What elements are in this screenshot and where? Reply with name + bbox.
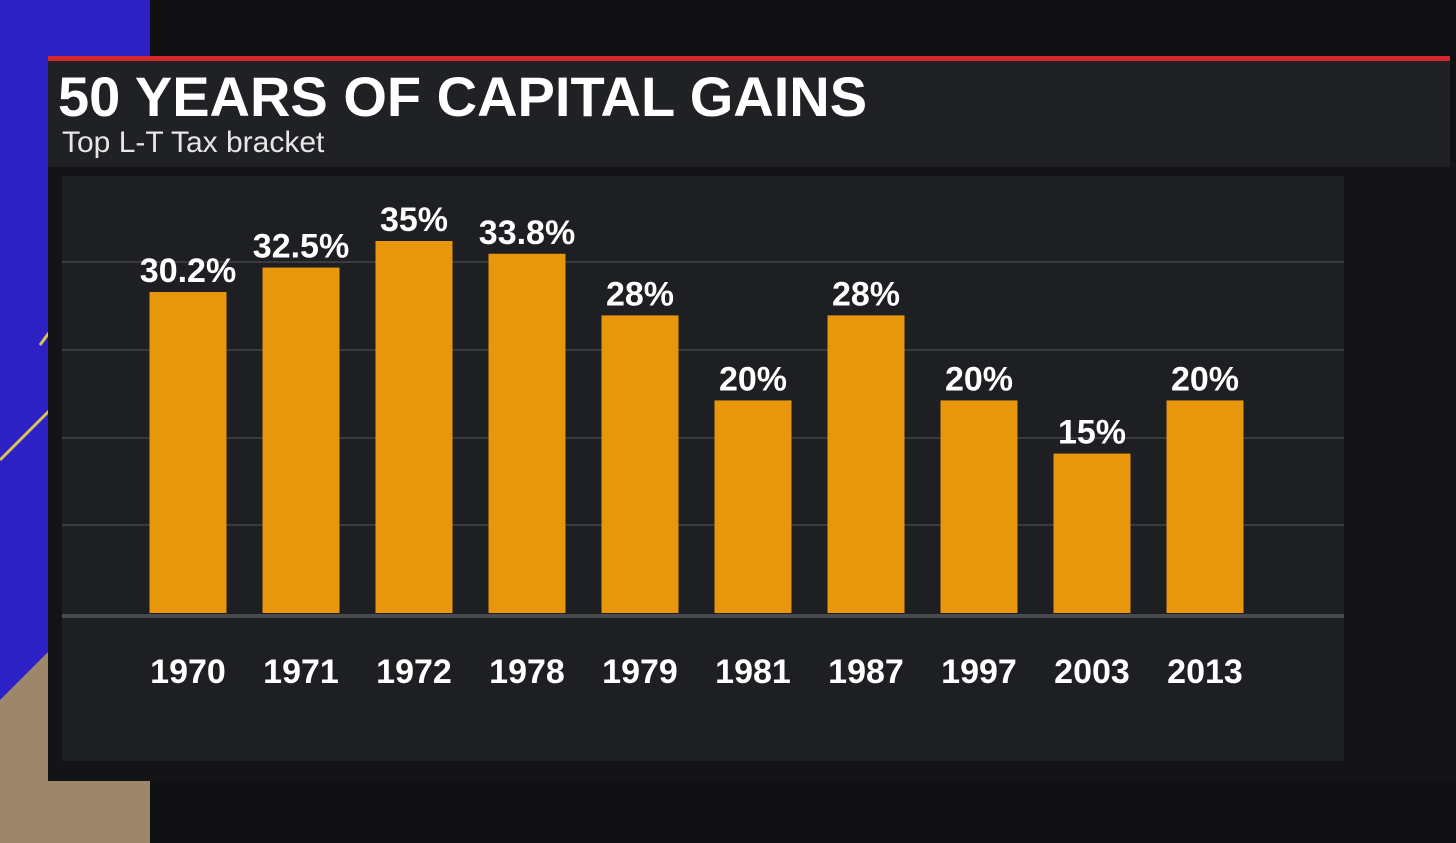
- data-label-1979: 28%: [606, 275, 674, 313]
- bar-chart: 30.2% 1970 32.5% 1971 35% 1972 33.8% 1978 28% 197…: [62, 201, 1344, 691]
- bar-1971: [262, 267, 340, 613]
- x-tick-label-1997: 1997: [941, 653, 1017, 691]
- data-label-1971: 32.5%: [253, 228, 349, 266]
- data-label-1987: 28%: [832, 275, 900, 313]
- header-panel: [48, 56, 1450, 167]
- data-label-1997: 20%: [945, 360, 1013, 398]
- data-label-1978: 33.8%: [479, 214, 575, 252]
- x-tick-label-1987: 1987: [828, 653, 904, 691]
- data-label-2003: 15%: [1058, 414, 1126, 452]
- x-tick-label-1970: 1970: [150, 653, 226, 691]
- data-label-1970: 30.2%: [140, 252, 236, 290]
- data-label-1981: 20%: [719, 360, 787, 398]
- chart-panel: 30.2% 1970 32.5% 1971 35% 1972 33.8% 1978 28% 197…: [62, 176, 1344, 761]
- data-label-2013: 20%: [1171, 360, 1239, 398]
- page-subtitle: Top L-T Tax bracket: [62, 126, 325, 159]
- x-tick-label-2003: 2003: [1054, 653, 1130, 691]
- bar-1979: [601, 315, 679, 613]
- data-label-1972: 35%: [380, 201, 448, 239]
- x-tick-label-1978: 1978: [489, 653, 565, 691]
- x-tick-label-1972: 1972: [376, 653, 452, 691]
- bar-2013: [1166, 400, 1244, 613]
- page-title: 50 YEARS OF CAPITAL GAINS: [58, 65, 868, 128]
- bar-1972: [375, 241, 453, 613]
- x-tick-label-2013: 2013: [1167, 653, 1243, 691]
- bar-2003: [1053, 453, 1131, 613]
- x-tick-label-1971: 1971: [263, 653, 339, 691]
- x-tick-label-1979: 1979: [602, 653, 678, 691]
- bar-1987: [827, 315, 905, 613]
- bar-1981: [714, 400, 792, 613]
- bar-1997: [940, 400, 1018, 613]
- bar-1970: [149, 292, 227, 613]
- bar-1978: [488, 253, 566, 614]
- x-tick-label-1981: 1981: [715, 653, 791, 691]
